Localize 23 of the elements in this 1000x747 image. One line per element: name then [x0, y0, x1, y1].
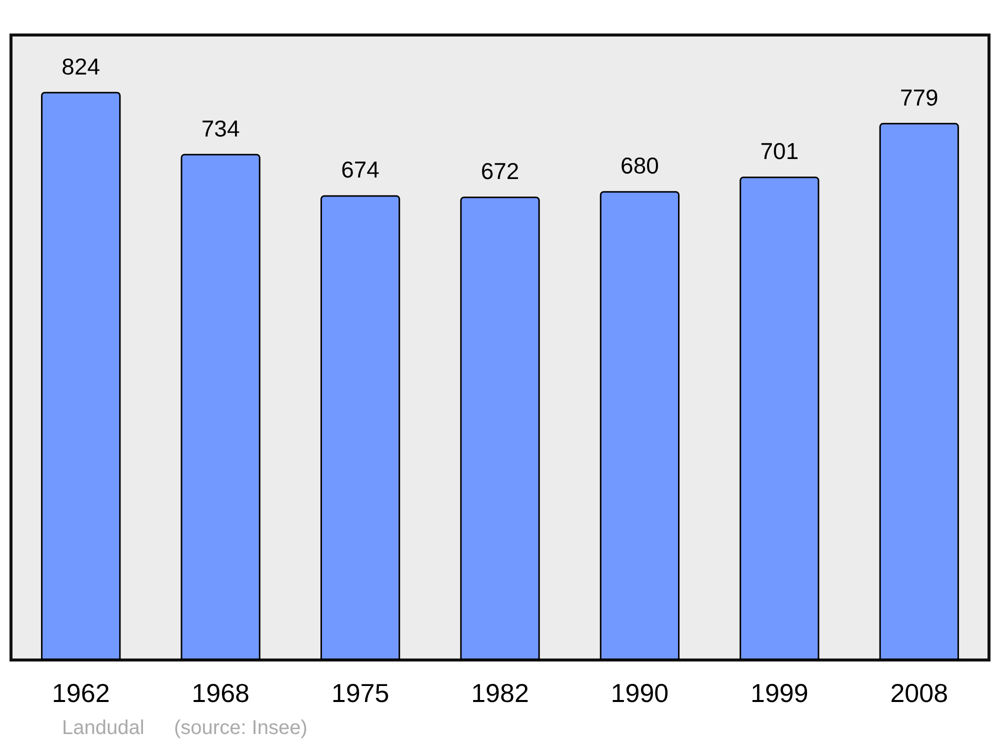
- bar: [41, 92, 121, 660]
- data-label: 680: [620, 152, 659, 179]
- x-tick-label: 1999: [750, 678, 808, 708]
- bar: [879, 122, 959, 660]
- data-label: 674: [341, 156, 380, 183]
- data-label: 779: [900, 84, 938, 110]
- x-tick-label: 1975: [331, 678, 390, 708]
- text: (source: Insee): [174, 717, 308, 739]
- data-label: 734: [201, 115, 240, 142]
- x-tick-label: 2008: [890, 678, 948, 708]
- data-label: 824: [62, 53, 100, 80]
- bar: [740, 176, 820, 660]
- x-tick-label: 1982: [471, 678, 529, 708]
- x-tick-label: 1990: [610, 678, 669, 708]
- x-tick-label: 1962: [52, 678, 110, 708]
- bar: [180, 154, 260, 660]
- bar: [600, 191, 680, 660]
- data-label: 672: [480, 158, 520, 184]
- bar: [320, 195, 400, 660]
- data-label: 701: [760, 138, 799, 164]
- bar: [460, 196, 540, 660]
- text: Landudal: [62, 717, 144, 739]
- x-tick-label: 1968: [192, 678, 250, 708]
